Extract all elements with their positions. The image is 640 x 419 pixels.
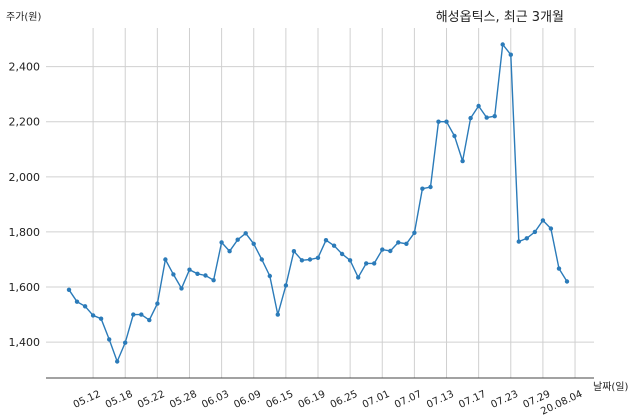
data-point [380, 247, 385, 252]
data-point [251, 241, 256, 246]
data-point [235, 237, 240, 242]
data-point [195, 271, 200, 276]
data-point [356, 275, 361, 280]
data-point [388, 248, 393, 254]
y-tick-label: 2,400 [9, 61, 41, 74]
data-point [179, 286, 184, 291]
data-point [564, 279, 570, 284]
y-tick-label: 2,000 [9, 171, 41, 184]
y-tick-label: 2,200 [9, 116, 41, 129]
data-point [107, 337, 112, 342]
data-point [452, 133, 457, 139]
data-point [476, 103, 481, 109]
data-point [275, 312, 280, 317]
data-point [259, 257, 264, 262]
series-points [66, 42, 570, 364]
grid-lines [46, 28, 594, 379]
data-point [516, 239, 521, 244]
data-point [123, 340, 128, 345]
data-point [171, 272, 176, 277]
y-axis-label: 주가(원) [6, 12, 42, 23]
data-point [556, 266, 562, 271]
data-point [131, 312, 136, 317]
data-point [211, 278, 216, 283]
data-point [508, 52, 513, 57]
data-point [307, 257, 313, 262]
data-point [468, 115, 473, 121]
data-point [283, 283, 289, 288]
data-point [444, 119, 449, 124]
x-tick-labels: 05.12 05.18 05.22 05.28 06.03 06.09 06.15 06.19… [72, 389, 585, 418]
data-point [155, 301, 160, 306]
data-point [66, 287, 72, 292]
x-tick-label: 06.09 [232, 389, 263, 411]
data-point [227, 249, 232, 254]
data-point [420, 186, 425, 191]
data-point [428, 184, 433, 190]
x-tick-label: 07.07 [393, 389, 424, 411]
x-tick-label: 06.19 [297, 389, 328, 411]
data-point [315, 255, 321, 260]
data-point [219, 240, 224, 245]
x-tick-label: 05.12 [72, 389, 103, 411]
data-point [139, 312, 144, 317]
data-point [364, 261, 369, 266]
x-tick-label: 05.18 [104, 389, 135, 411]
data-point [243, 231, 248, 236]
data-point [147, 317, 152, 323]
data-point [299, 258, 305, 263]
x-tick-label: 07.01 [361, 389, 392, 411]
data-point [82, 304, 88, 309]
data-point [492, 114, 497, 119]
data-point [347, 258, 353, 263]
data-point [90, 313, 96, 318]
data-point [524, 236, 529, 241]
x-axis-label: 날짜(일) [593, 382, 629, 393]
data-point [436, 119, 441, 124]
data-point [540, 218, 546, 223]
data-point [203, 273, 208, 278]
data-point [323, 238, 329, 243]
data-point [187, 267, 192, 272]
y-tick-label: 1,400 [9, 336, 41, 349]
data-point [98, 316, 104, 321]
data-point [396, 240, 401, 245]
data-point [500, 42, 505, 47]
x-tick-label: 06.25 [329, 389, 360, 411]
data-point [339, 251, 345, 257]
x-tick-label: 07.17 [457, 389, 488, 411]
x-tick-label: 05.28 [168, 389, 199, 411]
data-point [291, 249, 297, 254]
y-tick-label: 1,800 [9, 226, 41, 239]
data-point [163, 257, 168, 262]
y-tick-label: 1,600 [9, 281, 41, 294]
data-point [460, 158, 465, 164]
data-point [267, 273, 272, 279]
x-tick-label: 06.03 [200, 389, 231, 411]
data-point [74, 299, 80, 304]
data-point [412, 230, 417, 235]
y-tick-labels: 1,400 1,600 1,800 2,000 2,200 2,400 [9, 61, 41, 350]
x-tick-label: 05.22 [136, 389, 167, 411]
x-tick-label: 07.23 [489, 389, 520, 411]
data-point [484, 115, 489, 120]
chart-title: 해성옵틱스, 최근 3개월 [435, 10, 564, 25]
data-point [532, 229, 538, 235]
x-tick-label: 06.15 [265, 389, 296, 411]
x-tick-label: 07.13 [425, 389, 456, 411]
data-point [115, 359, 120, 364]
data-point [404, 241, 409, 246]
data-point [372, 261, 377, 266]
data-point [331, 243, 337, 248]
data-point [548, 226, 554, 231]
